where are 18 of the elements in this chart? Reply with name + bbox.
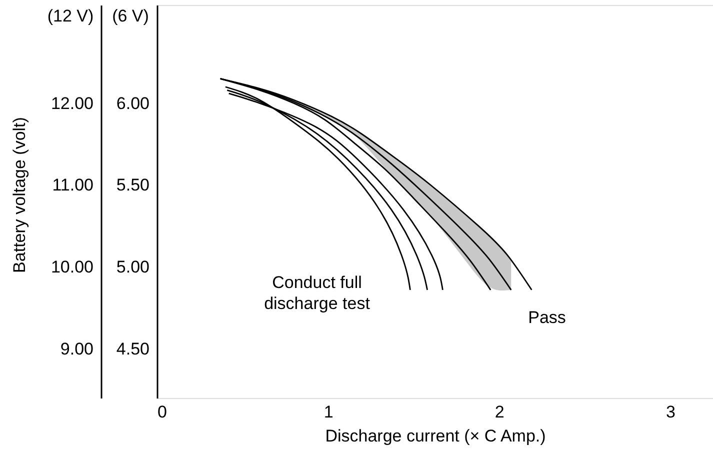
- text: Battery voltage (volt): [10, 117, 29, 273]
- annotation: Conduct full discharge test: [264, 273, 370, 313]
- y2-axis-title: (12 V): [47, 6, 94, 26]
- y2-tick-label: 9.00: [60, 339, 94, 358]
- x-tick-label: 3: [666, 402, 676, 422]
- y2-tick-label: 11.00: [52, 176, 94, 195]
- y-tick-label: 5.50: [116, 176, 150, 195]
- x-tick-label: 1: [324, 402, 334, 422]
- x-tick-label: 0: [158, 402, 167, 422]
- y2-tick-label: 12.00: [50, 94, 94, 113]
- annotation: Pass: [528, 308, 566, 327]
- y-tick-label: 6.00: [116, 94, 150, 113]
- x-axis-title: Discharge current (× C Amp.): [325, 426, 546, 446]
- y-tick-label: 4.50: [116, 339, 150, 358]
- y2-tick-label: 10.00: [50, 258, 94, 276]
- x-tick-label: 2: [494, 402, 504, 422]
- y-axis-title: (6 V): [112, 6, 149, 26]
- y-tick-label: 5.00: [116, 258, 150, 276]
